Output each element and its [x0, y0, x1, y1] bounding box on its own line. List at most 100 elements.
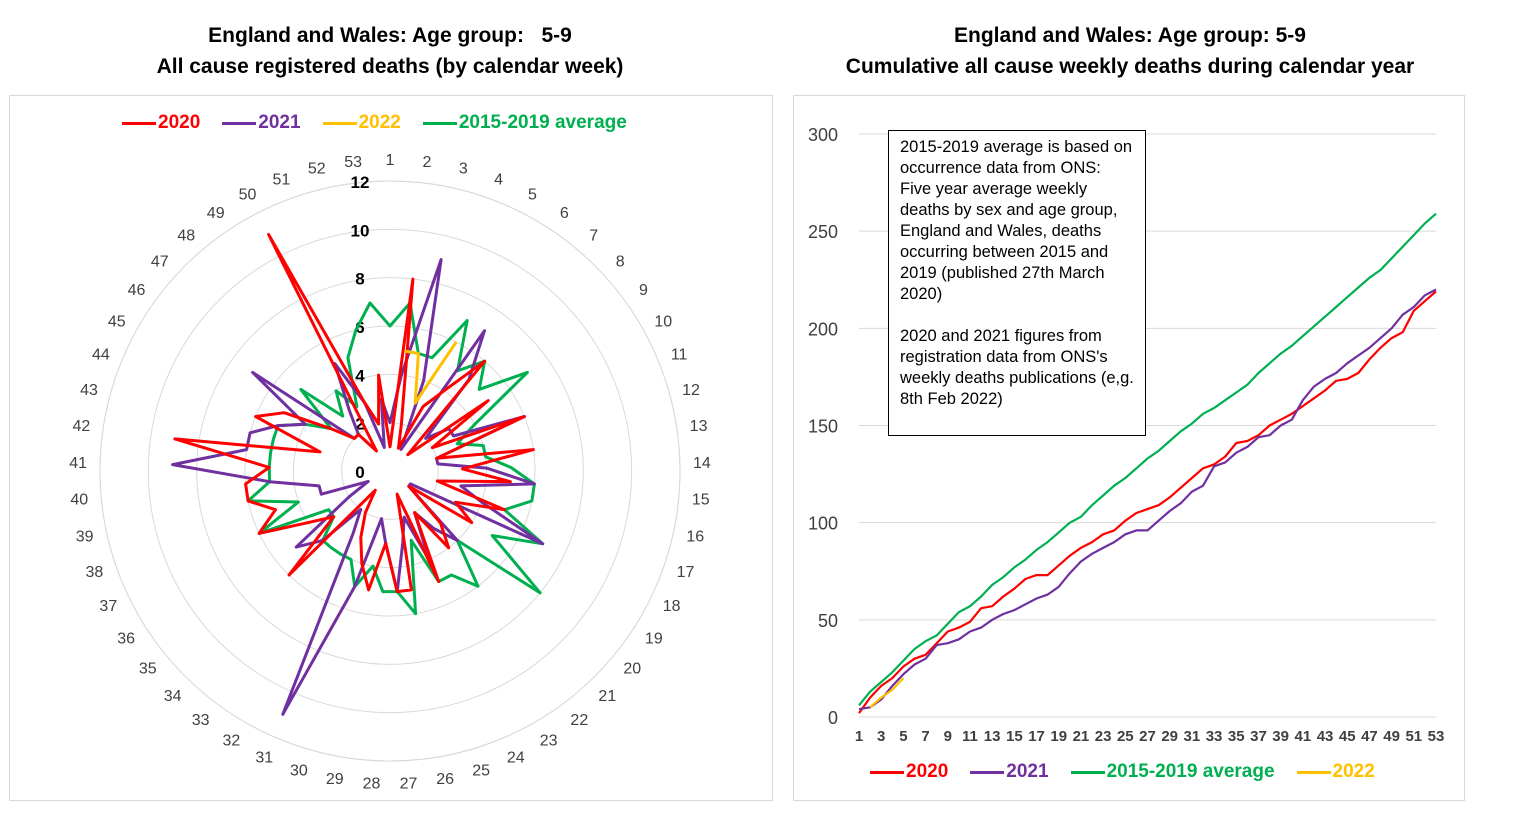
line-x-tick-label: 5 — [899, 728, 907, 745]
line-y-tick-label: 100 — [808, 514, 838, 534]
radar-legend-label: 2021 — [258, 112, 301, 133]
line-legend-swatch — [970, 770, 1005, 774]
radar-series-line-2022 — [404, 341, 458, 405]
line-title-line-1: England and Wales: Age group: 5-9 — [954, 24, 1306, 47]
radar-r-tick-label: 8 — [355, 270, 364, 289]
radar-category-label: 44 — [92, 347, 110, 364]
line-title-line-2: Cumulative all cause weekly deaths durin… — [845, 55, 1415, 78]
line-legend-swatch — [870, 770, 904, 774]
radar-legend-swatch — [122, 121, 156, 125]
radar-category-label: 28 — [363, 775, 381, 792]
radar-gridline — [196, 277, 584, 665]
radar-legend-label: 2020 — [158, 112, 201, 133]
line-x-tick-label: 11 — [962, 728, 978, 745]
radar-category-label: 27 — [400, 775, 418, 792]
radar-category-label: 38 — [86, 564, 104, 581]
line-x-tick-label: 53 — [1428, 728, 1445, 745]
line-chart-title: England and Wales: Age group: 5-9 Cumula… — [780, 20, 1480, 82]
radar-category-label: 23 — [540, 733, 558, 750]
line-legend-label: 2022 — [1332, 761, 1375, 782]
radar-chart-title: England and Wales: Age group: 5-9 All ca… — [0, 20, 780, 82]
radar-category-label: 36 — [117, 631, 135, 648]
line-x-tick-label: 29 — [1161, 728, 1178, 745]
line-x-tick-label: 47 — [1361, 728, 1378, 745]
line-legend-item: 2020 — [870, 761, 948, 783]
chart-note: 2015-2019 average is based on occurrence… — [888, 130, 1146, 436]
radar-legend-label: 2015-2019 average — [458, 112, 627, 133]
radar-category-label: 47 — [151, 253, 169, 270]
radar-r-tick-label: 0 — [355, 463, 364, 482]
radar-category-label: 50 — [239, 186, 257, 203]
radar-category-label: 20 — [623, 661, 641, 678]
line-legend-swatch — [1070, 770, 1105, 774]
radar-category-label: 35 — [139, 661, 157, 678]
radar-r-tick-label: 12 — [351, 173, 370, 192]
radar-category-label: 5 — [528, 186, 537, 203]
radar-legend-item: 2021 — [222, 112, 301, 134]
radar-category-label: 31 — [255, 750, 273, 767]
line-series-avg — [858, 212, 1437, 706]
radar-category-label: 15 — [692, 492, 710, 509]
line-x-tick-label: 27 — [1139, 728, 1156, 745]
line-y-tick-label: 250 — [808, 222, 838, 242]
line-x-tick-label: 25 — [1117, 728, 1134, 745]
radar-legend-item: 2015-2019 average — [422, 112, 627, 134]
radar-category-label: 17 — [677, 564, 695, 581]
radar-legend-label: 2022 — [358, 112, 401, 133]
radar-category-label: 39 — [76, 528, 94, 545]
note-paragraph-2: 2020 and 2021 figures from registration … — [900, 327, 1134, 408]
radar-category-label: 41 — [69, 455, 87, 472]
radar-category-label: 29 — [326, 771, 344, 788]
line-y-tick-label: 200 — [808, 319, 838, 339]
radar-title-line-1: England and Wales: Age group: 5-9 — [208, 24, 572, 47]
radar-category-label: 52 — [308, 161, 326, 178]
radar-category-label: 4 — [494, 172, 503, 189]
line-x-tick-label: 37 — [1250, 728, 1267, 745]
line-series-2021 — [858, 288, 1437, 711]
radar-legend: 2020 2021 2022 2015-2019 average — [122, 112, 649, 134]
radar-category-label: 37 — [99, 598, 117, 615]
radar-legend-swatch — [222, 121, 257, 125]
radar-legend-swatch — [322, 121, 357, 125]
line-y-tick-label: 50 — [818, 611, 838, 631]
radar-gridline — [99, 180, 681, 762]
radar-series-line-avg — [246, 301, 545, 616]
radar-category-label: 16 — [686, 528, 704, 545]
radar-category-label: 18 — [663, 598, 681, 615]
radar-category-label: 10 — [654, 313, 672, 330]
radar-category-label: 1 — [386, 152, 395, 169]
radar-category-label: 32 — [222, 733, 240, 750]
line-x-tick-label: 33 — [1206, 728, 1223, 745]
radar-category-label: 30 — [290, 762, 308, 779]
radar-gridline — [147, 228, 633, 714]
radar-category-label: 46 — [128, 282, 146, 299]
radar-category-label: 53 — [344, 154, 362, 171]
radar-r-tick-label: 2 — [355, 415, 364, 434]
radar-category-label: 25 — [472, 762, 490, 779]
radar-category-label: 43 — [80, 382, 98, 399]
radar-r-tick-label: 4 — [355, 366, 365, 385]
radar-category-label: 3 — [459, 161, 468, 178]
line-legend-label: 2015-2019 average — [1106, 761, 1275, 782]
line-legend-item: 2021 — [970, 761, 1049, 783]
radar-legend-item: 2022 — [322, 112, 401, 134]
radar-category-label: 2 — [422, 154, 431, 171]
line-x-tick-label: 31 — [1184, 728, 1201, 745]
radar-category-label: 11 — [671, 347, 688, 364]
radar-category-label: 7 — [589, 228, 598, 245]
line-legend-label: 2020 — [906, 761, 949, 782]
line-x-tick-label: 15 — [1006, 728, 1023, 745]
radar-category-label: 49 — [207, 205, 225, 222]
radar-category-label: 26 — [436, 771, 454, 788]
line-legend-item: 2022 — [1296, 761, 1375, 783]
radar-category-label: 14 — [693, 455, 711, 472]
line-x-tick-label: 3 — [877, 728, 885, 745]
radar-category-label: 45 — [108, 313, 126, 330]
line-x-tick-label: 17 — [1028, 728, 1045, 745]
line-y-tick-label: 0 — [828, 708, 838, 728]
radar-series-line-2020 — [173, 233, 535, 594]
line-x-tick-label: 35 — [1228, 728, 1245, 745]
line-x-tick-label: 13 — [984, 728, 1001, 745]
